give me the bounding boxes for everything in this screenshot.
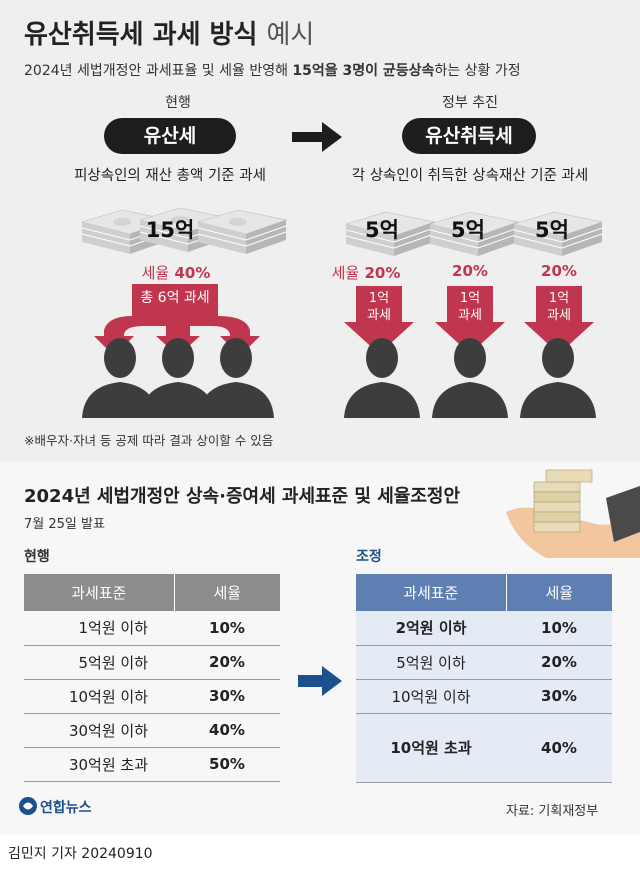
- right-pill: 유산취득세: [402, 118, 536, 154]
- section2-date: 7월 25일 발표: [24, 517, 105, 532]
- illustration: [81, 207, 603, 418]
- left-label: 현행: [165, 95, 191, 111]
- page-subtitle: 2024년 세법개정안 과세표율 및 세율 반영해 15억을 3명이 균등상속하…: [24, 60, 521, 80]
- current-table-label: 현행: [24, 549, 50, 565]
- page-title: 유산취득세 과세 방식 예시: [24, 14, 314, 51]
- cell-base: 30억원 이하: [24, 713, 174, 748]
- left-rate-value: 40%: [174, 264, 211, 282]
- person-right-2: [432, 338, 508, 418]
- left-rate-label: 세율: [141, 264, 170, 282]
- left-amount: 15억: [145, 218, 195, 242]
- cell-base: 1억원 이하: [24, 611, 174, 646]
- cell-rate: 20%: [506, 645, 612, 680]
- cell-base: 30억원 초과: [24, 747, 174, 782]
- table-row: 30억원 초과 50%: [24, 747, 280, 782]
- person-right-1: [344, 338, 420, 418]
- right-rate-label: 세율: [331, 264, 360, 282]
- table-arrow-icon: [298, 666, 342, 696]
- subtitle-pre: 2024년 세법개정안 과세표율 및 세율 반영해: [24, 63, 293, 79]
- cell-base: 10억원 초과: [356, 713, 506, 783]
- table-row: 5억원 이하 20%: [356, 645, 612, 680]
- right-amount-2: 5억: [451, 218, 485, 242]
- logo-icon: [19, 797, 37, 815]
- tax-line1: 1억: [368, 291, 390, 306]
- left-desc: 피상속인의 재산 총액 기준 과세: [74, 168, 266, 184]
- left-tax-text: 총 6억 과세: [140, 290, 210, 306]
- cell-base: 5억원 이하: [356, 645, 506, 680]
- table-row: 10억원 이하 30%: [356, 679, 612, 714]
- section2-title: 2024년 세법개정안 상속·증여세 과세표준 및 세율조정안: [24, 486, 461, 507]
- right-desc: 각 상속인이 취득한 상속재산 기준 과세: [351, 168, 589, 184]
- down-arrow-3: [524, 286, 594, 354]
- right-rate-value-2: 20%: [452, 262, 488, 280]
- adjust-rate-table: 과세표준 세율 2억원 이하 10% 5억원 이하 20% 10억원 이하 30% 1…: [356, 574, 612, 783]
- cell-base: 5억원 이하: [24, 645, 174, 680]
- cell-rate: 30%: [506, 679, 612, 714]
- subtitle-post: 하는 상황 가정: [434, 63, 521, 79]
- current-rate-table: 과세표준 세율 1억원 이하 10% 5억원 이하 20% 10억원 이하 30% 3…: [24, 574, 280, 782]
- adjust-col-base: 과세표준: [356, 574, 507, 611]
- adjust-col-rate: 세율: [545, 584, 574, 602]
- tax-line1: 1억: [459, 291, 481, 306]
- left-pill: 유산세: [104, 118, 236, 154]
- cell-base: 10억원 이하: [24, 679, 174, 714]
- footer: [0, 835, 640, 873]
- adjust-table-label: 조정: [356, 549, 382, 565]
- right-rate-value-1: 20%: [364, 264, 401, 282]
- cell-rate: 30%: [174, 679, 280, 714]
- table-row: 2억원 이하 10%: [356, 611, 612, 646]
- logo-text: 연합뉴스: [40, 800, 92, 816]
- person-left-3: [198, 338, 274, 418]
- cell-base: 2억원 이하: [356, 611, 506, 646]
- right-amount-1: 5억: [365, 218, 399, 242]
- down-arrow-2: [435, 286, 505, 354]
- subtitle-bold: 15억을 3명이 균등상속: [292, 63, 435, 79]
- hand-money-icon: [506, 469, 640, 558]
- table-row: 10억원 이하 30%: [24, 679, 280, 714]
- cell-base: 10억원 이하: [356, 679, 506, 714]
- current-col-base: 과세표준: [24, 574, 175, 611]
- split-arrow: [94, 284, 260, 356]
- right-rate-value-3: 20%: [541, 262, 577, 280]
- person-right-3: [520, 338, 596, 418]
- left-rate: 세율 40%: [128, 262, 224, 283]
- table-row: 10억원 초과 40%: [356, 713, 612, 783]
- cell-rate: 40%: [506, 713, 612, 783]
- tax-line2: 과세: [367, 308, 391, 323]
- table-row: 1억원 이하 10%: [24, 611, 280, 646]
- title-main: 유산취득세 과세 방식: [24, 20, 258, 50]
- tax-line2: 과세: [547, 308, 571, 323]
- byline: 김민지 기자 20240910: [8, 846, 153, 862]
- cell-rate: 20%: [174, 645, 280, 680]
- cell-rate: 10%: [174, 611, 280, 646]
- down-arrow-1: [344, 286, 414, 354]
- right-rate-1: 세율 20%: [326, 262, 406, 283]
- right-amount-3: 5억: [535, 218, 569, 242]
- right-arrow-icon: [292, 122, 342, 152]
- table-row: 5억원 이하 20%: [24, 645, 280, 680]
- right-label: 정부 추진: [442, 95, 498, 111]
- cell-rate: 10%: [506, 611, 612, 646]
- source-text: 자료: 기획재정부: [506, 804, 599, 819]
- cell-rate: 40%: [174, 713, 280, 748]
- current-col-rate: 세율: [213, 584, 242, 602]
- table-row: 30억원 이하 40%: [24, 713, 280, 748]
- tax-line2: 과세: [458, 308, 482, 323]
- tax-line1: 1억: [548, 291, 570, 306]
- title-light: 예시: [266, 20, 315, 50]
- cell-rate: 50%: [174, 747, 280, 782]
- footnote: ※배우자·자녀 등 공제 따라 결과 상이할 수 있음: [24, 433, 274, 448]
